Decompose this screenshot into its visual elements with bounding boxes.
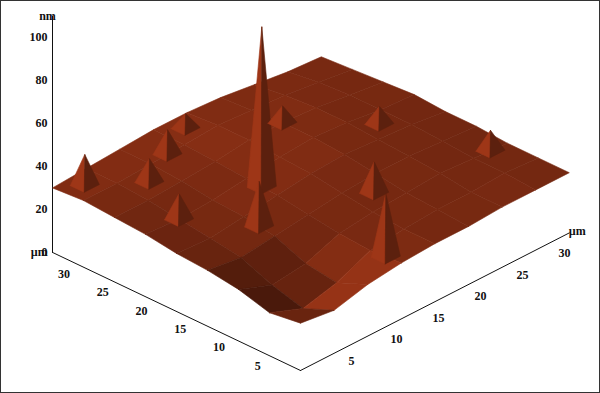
svg-text:µm: µm [31, 245, 48, 259]
svg-text:40: 40 [36, 159, 48, 173]
svg-text:60: 60 [36, 116, 48, 130]
svg-text:25: 25 [97, 285, 109, 299]
svg-text:20: 20 [36, 202, 48, 216]
svg-text:30: 30 [58, 267, 70, 281]
svg-text:µm: µm [569, 224, 586, 238]
svg-text:20: 20 [136, 304, 148, 318]
svg-text:nm: nm [39, 9, 56, 23]
svg-text:15: 15 [433, 311, 445, 325]
svg-text:30: 30 [559, 246, 571, 260]
svg-text:25: 25 [517, 268, 529, 282]
svg-text:20: 20 [475, 289, 487, 303]
svg-text:15: 15 [174, 322, 186, 336]
svg-text:10: 10 [213, 340, 225, 354]
svg-text:100: 100 [30, 30, 48, 44]
svg-text:80: 80 [36, 73, 48, 87]
svg-text:5: 5 [255, 359, 261, 373]
svg-text:10: 10 [391, 332, 403, 346]
svg-text:5: 5 [349, 354, 355, 368]
